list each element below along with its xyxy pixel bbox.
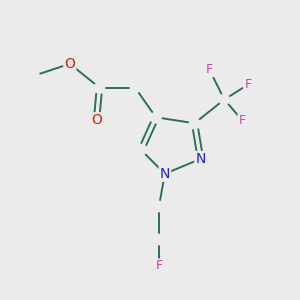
Text: F: F [244,78,252,91]
Text: O: O [91,113,102,127]
Text: F: F [238,114,246,127]
Text: F: F [155,260,163,272]
Text: O: O [64,57,75,71]
Text: F: F [206,63,213,76]
Text: N: N [195,152,206,166]
Text: N: N [160,167,170,181]
